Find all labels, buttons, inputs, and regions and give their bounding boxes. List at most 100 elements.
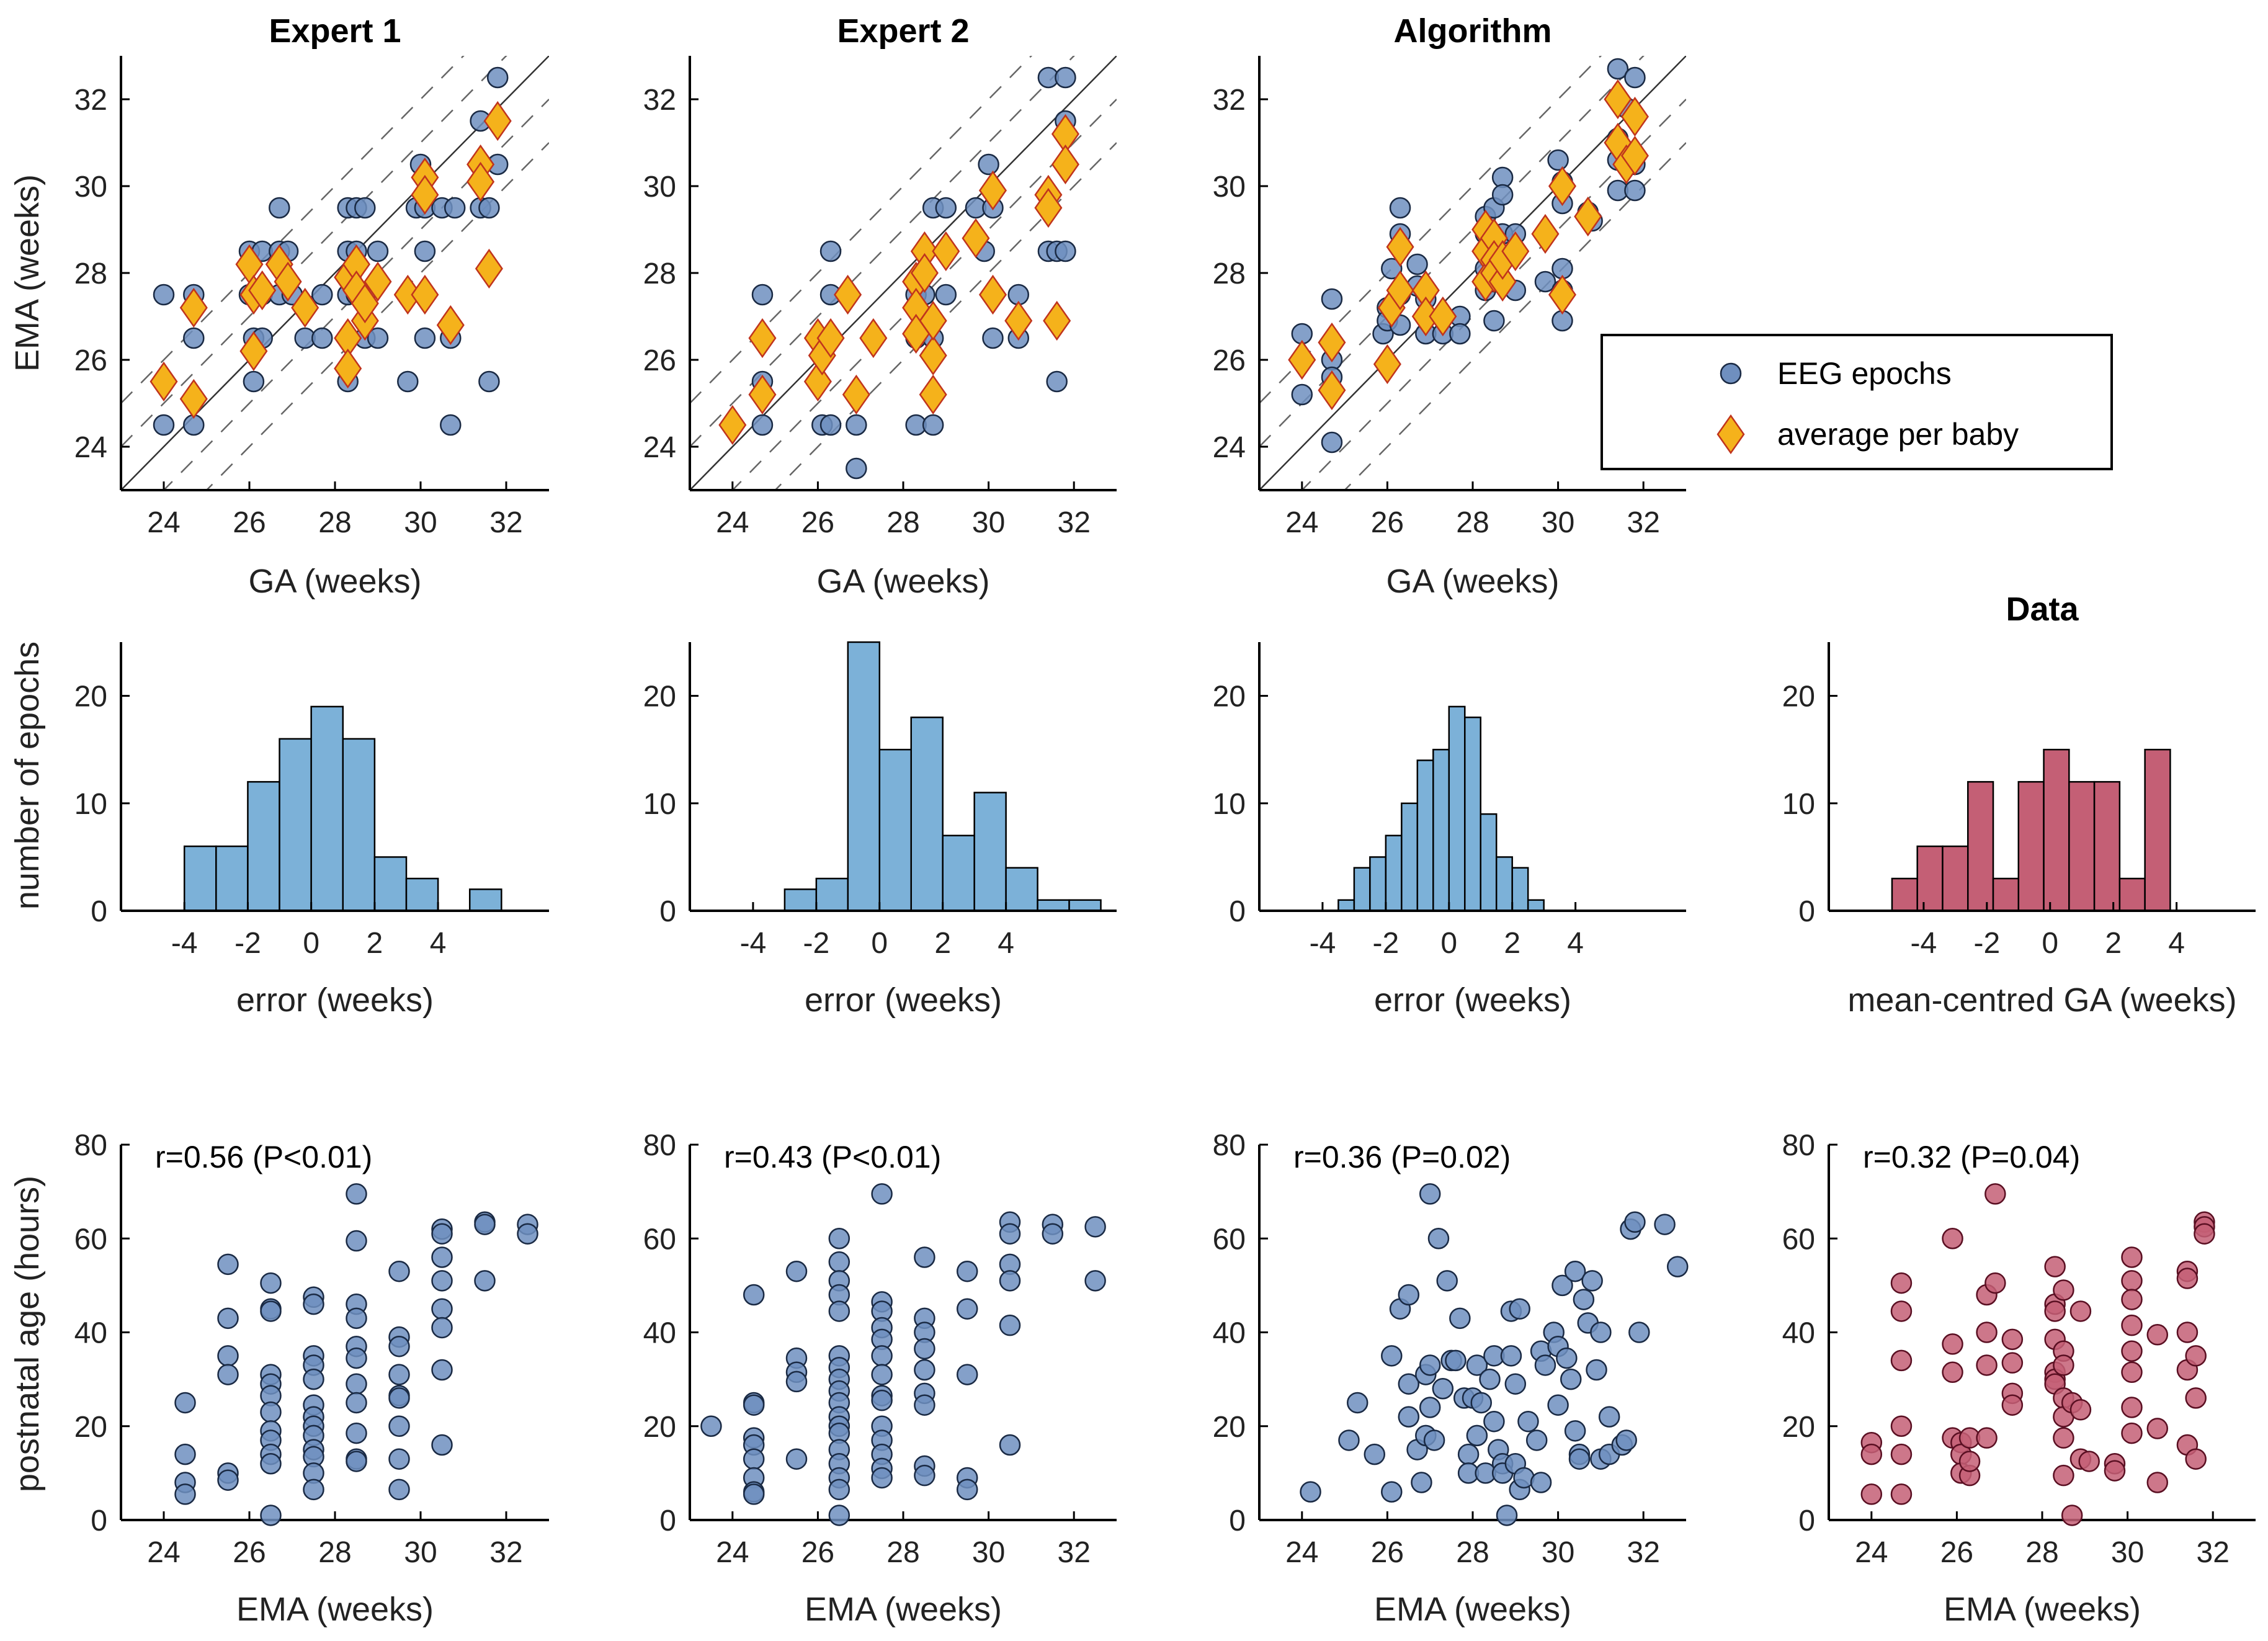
histogram-bar: [784, 888, 818, 912]
epoch-point: [303, 1293, 324, 1315]
x-tick-label: 24: [147, 1536, 180, 1569]
baby-average-point: [978, 170, 1007, 211]
histogram-bar: [1480, 813, 1498, 912]
epoch-point: [743, 1284, 765, 1306]
x-tick-label: 30: [972, 1536, 1005, 1569]
x-tick-label: 2: [934, 927, 951, 960]
histogram-bar: [973, 792, 1007, 912]
epoch-point: [1560, 1368, 1582, 1390]
data-point: [2121, 1361, 2143, 1384]
data-point: [2053, 1279, 2074, 1301]
data-point: [2146, 1324, 2169, 1346]
epoch-point: [1624, 1211, 1646, 1233]
baby-average-point: [919, 335, 947, 376]
baby-average-point: [1548, 166, 1577, 207]
epoch-point: [388, 1478, 410, 1501]
histogram-bar: [1432, 748, 1450, 912]
y-axis-label: EMA (weeks): [9, 174, 46, 372]
baby-average-point: [411, 274, 439, 315]
epoch-point: [1534, 271, 1556, 293]
epoch-point: [1300, 1481, 1321, 1503]
epoch-point: [217, 1364, 239, 1385]
epoch-point: [828, 1478, 850, 1501]
histogram-bar: [1401, 802, 1419, 912]
x-axis-label: EMA (weeks): [1374, 1591, 1571, 1628]
epoch-point: [217, 1253, 239, 1276]
histogram-bar: [1068, 899, 1102, 912]
x-tick-label: 26: [1371, 1536, 1404, 1569]
epoch-point: [1615, 1429, 1637, 1451]
epoch-point: [183, 327, 205, 349]
epoch-point: [260, 1272, 282, 1294]
epoch-point: [982, 327, 1004, 349]
epoch-point: [1445, 1349, 1467, 1372]
epoch-point: [1398, 1284, 1420, 1306]
histogram-bar: [1967, 780, 1994, 912]
x-tick-label: 24: [1285, 1536, 1318, 1569]
epoch-point: [785, 1370, 808, 1393]
x-tick-label: 2: [1504, 927, 1520, 960]
epoch-point: [1381, 1481, 1403, 1503]
epoch-point: [1500, 1345, 1522, 1367]
epoch-point: [751, 414, 774, 436]
legend: [1601, 334, 2113, 470]
epoch-point: [346, 1373, 367, 1395]
epoch-point: [388, 1448, 410, 1470]
epoch-point: [1509, 1298, 1530, 1320]
epoch-point: [1457, 1443, 1480, 1465]
epoch-point: [914, 1246, 935, 1268]
x-tick-label: 26: [1940, 1536, 1973, 1569]
y-tick-label: 10: [643, 788, 676, 821]
x-tick-label: -2: [1373, 927, 1400, 960]
epoch-point: [700, 1415, 722, 1437]
epoch-point: [914, 1464, 935, 1487]
data-point: [2069, 1300, 2092, 1322]
epoch-point: [1084, 1216, 1106, 1238]
epoch-point: [346, 1347, 367, 1369]
x-tick-label: -2: [234, 927, 261, 960]
y-tick-label: 24: [1213, 431, 1246, 464]
y-tick-label: 0: [1798, 895, 1815, 928]
x-tick-label: 32: [2197, 1536, 2230, 1569]
x-tick-label: 26: [233, 506, 266, 539]
y-tick-label: 20: [74, 1411, 107, 1444]
x-axis-label: EMA (weeks): [805, 1591, 1002, 1628]
data-point: [2121, 1289, 2143, 1310]
epoch-point: [217, 1469, 239, 1491]
x-axis-label: EMA (weeks): [1944, 1591, 2141, 1628]
histogram-bar: [847, 641, 881, 912]
x-tick-label: -4: [1911, 927, 1937, 960]
epoch-point: [922, 414, 944, 436]
epoch-point: [1346, 1392, 1368, 1414]
data-point: [2044, 1256, 2066, 1277]
baby-average-point: [718, 405, 747, 445]
data-point: [2185, 1345, 2207, 1367]
baby-average-point: [859, 318, 888, 359]
y-tick-label: 60: [1782, 1223, 1815, 1256]
data-point: [2053, 1464, 2074, 1487]
histogram-bar: [1005, 867, 1038, 912]
x-tick-label: 30: [972, 506, 1005, 539]
epoch-point: [174, 1443, 196, 1465]
baby-average-point: [179, 378, 208, 419]
x-tick-label: 32: [1058, 1536, 1091, 1569]
x-tick-label: 4: [1567, 927, 1584, 960]
epoch-point: [1504, 1373, 1527, 1395]
epoch-point: [1427, 1228, 1450, 1250]
y-tick-label: 28: [643, 257, 676, 290]
data-point: [2146, 1472, 2169, 1493]
epoch-point: [1321, 431, 1343, 454]
histogram-bar: [1495, 856, 1513, 912]
epoch-point: [1564, 1260, 1586, 1282]
data-point: [1890, 1349, 1913, 1372]
x-tick-label: 32: [489, 1536, 522, 1569]
y-tick-label: 0: [91, 1505, 107, 1537]
epoch-point: [1419, 1354, 1441, 1376]
histogram-bar: [2017, 780, 2045, 912]
baby-average-point: [291, 287, 319, 328]
y-tick-label: 32: [1213, 84, 1246, 117]
epoch-point: [914, 1394, 935, 1416]
baby-average-point: [239, 331, 268, 372]
y-tick-label: 30: [1213, 171, 1246, 203]
epoch-point: [1321, 288, 1343, 310]
